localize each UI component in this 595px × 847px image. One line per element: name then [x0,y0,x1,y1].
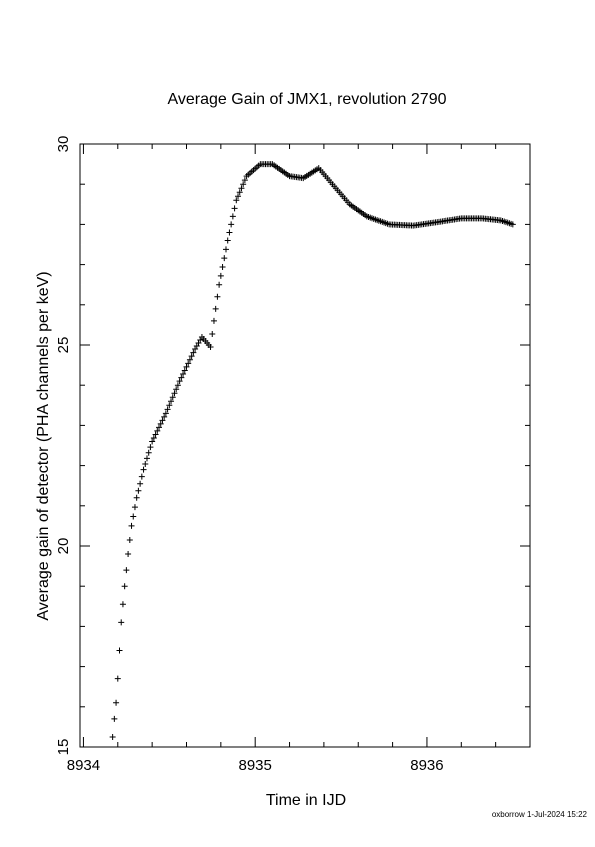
data-point [174,382,181,389]
data-point [221,255,228,262]
x-tick-label: 8935 [239,757,272,774]
x-tick-label: 8936 [410,757,443,774]
data-point [178,374,185,381]
data-point [142,460,149,467]
data-point [509,221,516,228]
data-point [217,272,224,279]
data-point [195,339,202,346]
data-point [150,434,157,441]
data-point [176,378,183,385]
y-tick-label: 20 [55,538,72,555]
data-point [147,444,154,451]
data-point [138,473,145,480]
data-point [131,504,138,511]
data-point [240,181,247,188]
data-point [149,438,156,445]
data-point [119,601,126,608]
data-points [109,161,516,740]
data-point [171,390,178,397]
data-point [140,466,147,473]
data-point [137,480,144,487]
data-point [229,213,236,220]
data-point [216,281,223,288]
y-tick-label: 30 [55,136,72,153]
data-point [109,733,116,740]
data-point [231,205,238,212]
data-point [162,410,169,417]
data-point [207,344,214,351]
data-point [180,371,187,378]
data-point [152,431,159,438]
data-point [159,417,166,424]
data-point [157,420,164,427]
data-point [190,349,197,356]
data-point [128,522,135,529]
data-point [111,715,118,722]
data-point [125,551,132,558]
data-point [188,353,195,360]
data-point [224,237,231,244]
data-point [185,360,192,367]
data-point [212,305,219,312]
data-point [233,197,240,204]
data-point [118,619,125,626]
data-point [183,363,190,370]
data-point [143,455,150,462]
data-point [210,317,217,324]
data-point [238,185,245,192]
data-point [113,699,120,706]
y-tick-label: 15 [55,739,72,756]
chart-title: Average Gain of JMX1, revolution 2790 [168,91,447,108]
data-point [123,567,130,574]
data-point [192,346,199,353]
data-point [235,193,242,200]
axis-ticks [80,143,530,748]
footer-stamp: oxborrow 1-Jul-2024 15:22 [492,810,588,819]
x-tick-label: 8934 [67,757,100,774]
data-point [161,413,168,420]
data-point [135,487,142,494]
data-point [219,264,226,271]
data-point [228,221,235,228]
data-point [226,229,233,236]
y-axis-title: Average gain of detector (PHA channels p… [35,271,52,620]
data-point [154,427,161,434]
data-point [133,494,140,501]
axis-tick-labels: 8934 8935 8936 15 20 25 30 [55,136,444,774]
x-axis-title: Time in IJD [266,792,346,809]
data-point [197,336,204,343]
data-point [169,394,176,401]
data-point [156,424,163,431]
y-tick-label: 25 [55,337,72,354]
plot-frame [79,143,531,748]
data-point [145,449,152,456]
data-point [168,398,175,405]
data-point [126,536,133,543]
data-point [166,402,173,409]
data-point [241,177,248,184]
data-point [214,293,221,300]
data-point [173,386,180,393]
data-point [222,246,229,253]
data-point [236,189,243,196]
data-point [121,583,128,590]
data-point [209,330,216,337]
data-point [130,513,137,520]
data-point [193,343,200,350]
data-point [164,406,171,413]
data-point [116,647,123,654]
data-point [114,675,121,682]
data-point [186,356,193,363]
data-point [181,367,188,374]
